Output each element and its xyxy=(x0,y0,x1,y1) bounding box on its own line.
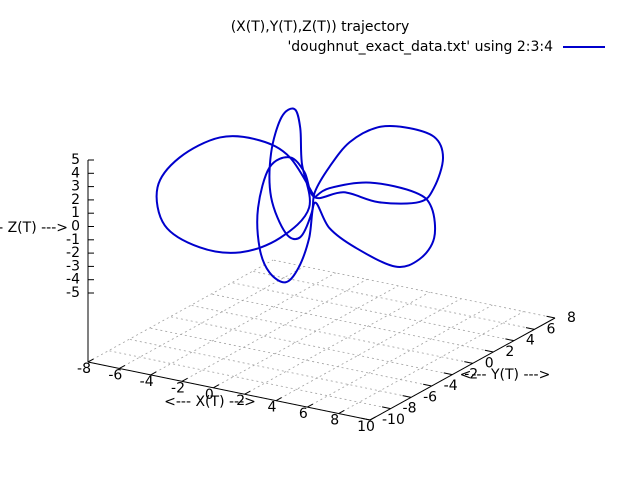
z-tick-label: 5 xyxy=(71,152,80,168)
y-tick-mark xyxy=(423,383,432,387)
x-tick-label: 6 xyxy=(299,406,308,422)
x-tick-label: 10 xyxy=(357,419,375,435)
z-tick-label: 0 xyxy=(71,219,80,235)
y-tick-label: 2 xyxy=(505,344,514,360)
z-tick-label: -2 xyxy=(66,245,80,261)
z-tick-label: 3 xyxy=(71,179,80,195)
x-tick-mark xyxy=(338,410,345,414)
y-tick-label: 4 xyxy=(526,333,535,349)
y-tick-mark xyxy=(381,406,391,410)
x-tick-mark xyxy=(150,371,157,376)
grid-line xyxy=(244,291,430,395)
y-tick-mark xyxy=(484,349,494,353)
z-axis-label: <--- Z(T) ---> xyxy=(0,220,68,236)
x-tick-mark xyxy=(119,364,126,369)
x-tick-label: 2 xyxy=(236,393,245,409)
grid-line xyxy=(181,278,368,382)
x-tick-label: -4 xyxy=(140,374,154,390)
x-tick-label: -2 xyxy=(171,380,185,396)
z-tick-label: 1 xyxy=(71,205,80,221)
y-tick-label: -2 xyxy=(464,367,478,383)
x-tick-label: 4 xyxy=(268,400,277,416)
x-tick-mark xyxy=(87,358,94,363)
z-tick-label: 2 xyxy=(71,192,80,208)
grid-line xyxy=(213,285,399,389)
grid-line xyxy=(338,311,524,414)
y-tick-label: 0 xyxy=(485,355,494,371)
y-tick-mark xyxy=(443,372,453,376)
grid-line xyxy=(119,266,305,369)
legend-label: 'doughnut_exact_data.txt' using 2:3:4 xyxy=(287,39,553,55)
trajectory-line xyxy=(155,107,445,284)
y-tick-mark xyxy=(505,338,514,342)
z-tick-label: -5 xyxy=(66,285,80,301)
x-tick-label: -6 xyxy=(108,367,122,383)
y-tick-label: -8 xyxy=(403,401,417,417)
axis-border xyxy=(87,317,556,421)
y-tick-mark xyxy=(402,395,412,398)
y-tick-label: 6 xyxy=(546,321,555,337)
x-axis-label: <--- X(T) ---> xyxy=(164,394,256,410)
x-tick-mark xyxy=(244,390,251,395)
z-tick-label: 4 xyxy=(71,165,80,181)
x-tick-mark xyxy=(307,403,314,408)
y-tick-label: -4 xyxy=(444,378,458,394)
z-tick-label: -4 xyxy=(66,272,80,288)
y-tick-label: -6 xyxy=(423,389,437,405)
chart-title: (X(T),Y(T),Z(T)) trajectory xyxy=(231,19,410,35)
x-tick-label: -8 xyxy=(77,361,91,377)
y-tick-mark xyxy=(525,327,535,330)
x-tick-mark xyxy=(213,384,220,389)
z-tick-label: -3 xyxy=(66,258,80,274)
y-tick-mark xyxy=(464,361,473,364)
x-tick-mark xyxy=(181,377,188,382)
x-tick-label: 0 xyxy=(205,387,214,403)
y-axis-label: <--- Y(T) ---> xyxy=(460,367,551,383)
y-tick-mark xyxy=(546,315,556,319)
z-tick-label: -1 xyxy=(66,232,80,248)
grid-line xyxy=(150,272,336,376)
grid-line xyxy=(87,259,274,363)
x-tick-label: 8 xyxy=(330,413,339,429)
y-tick-label: 8 xyxy=(567,310,576,326)
y-tick-label: -10 xyxy=(382,412,405,428)
x-tick-mark xyxy=(275,397,282,402)
grid-line xyxy=(275,298,462,402)
grid-line xyxy=(307,304,493,408)
